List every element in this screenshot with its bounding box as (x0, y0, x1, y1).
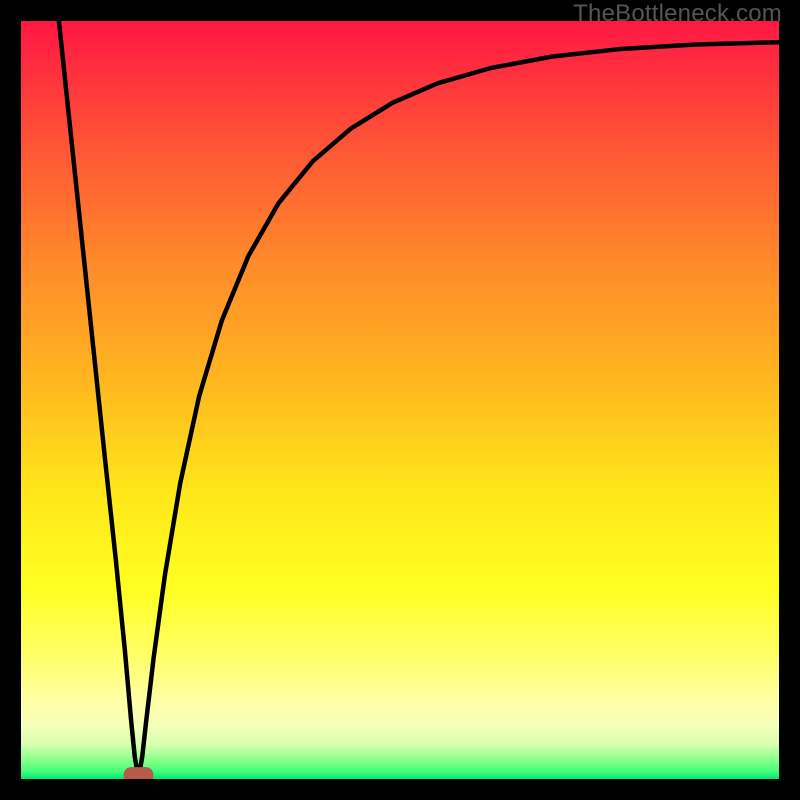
chart-frame: TheBottleneck.com (0, 0, 800, 800)
plot-background (21, 21, 779, 779)
border-left (0, 0, 21, 800)
border-bottom (0, 779, 800, 800)
border-right (779, 0, 800, 800)
watermark-text: TheBottleneck.com (573, 0, 782, 28)
chart-svg (0, 0, 800, 800)
